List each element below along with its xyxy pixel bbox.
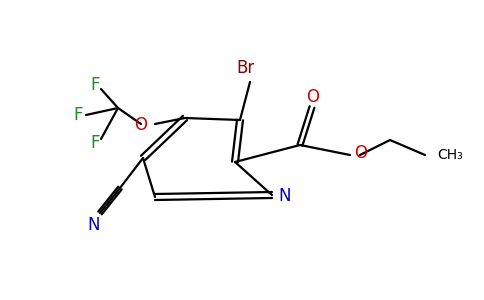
Text: Br: Br [236, 59, 254, 77]
Text: F: F [90, 134, 100, 152]
Text: O: O [306, 88, 319, 106]
Text: O: O [354, 144, 367, 162]
Text: N: N [278, 187, 290, 205]
Text: F: F [73, 106, 83, 124]
Text: CH₃: CH₃ [437, 148, 463, 162]
Text: O: O [134, 116, 147, 134]
Text: F: F [90, 76, 100, 94]
Text: N: N [88, 216, 100, 234]
